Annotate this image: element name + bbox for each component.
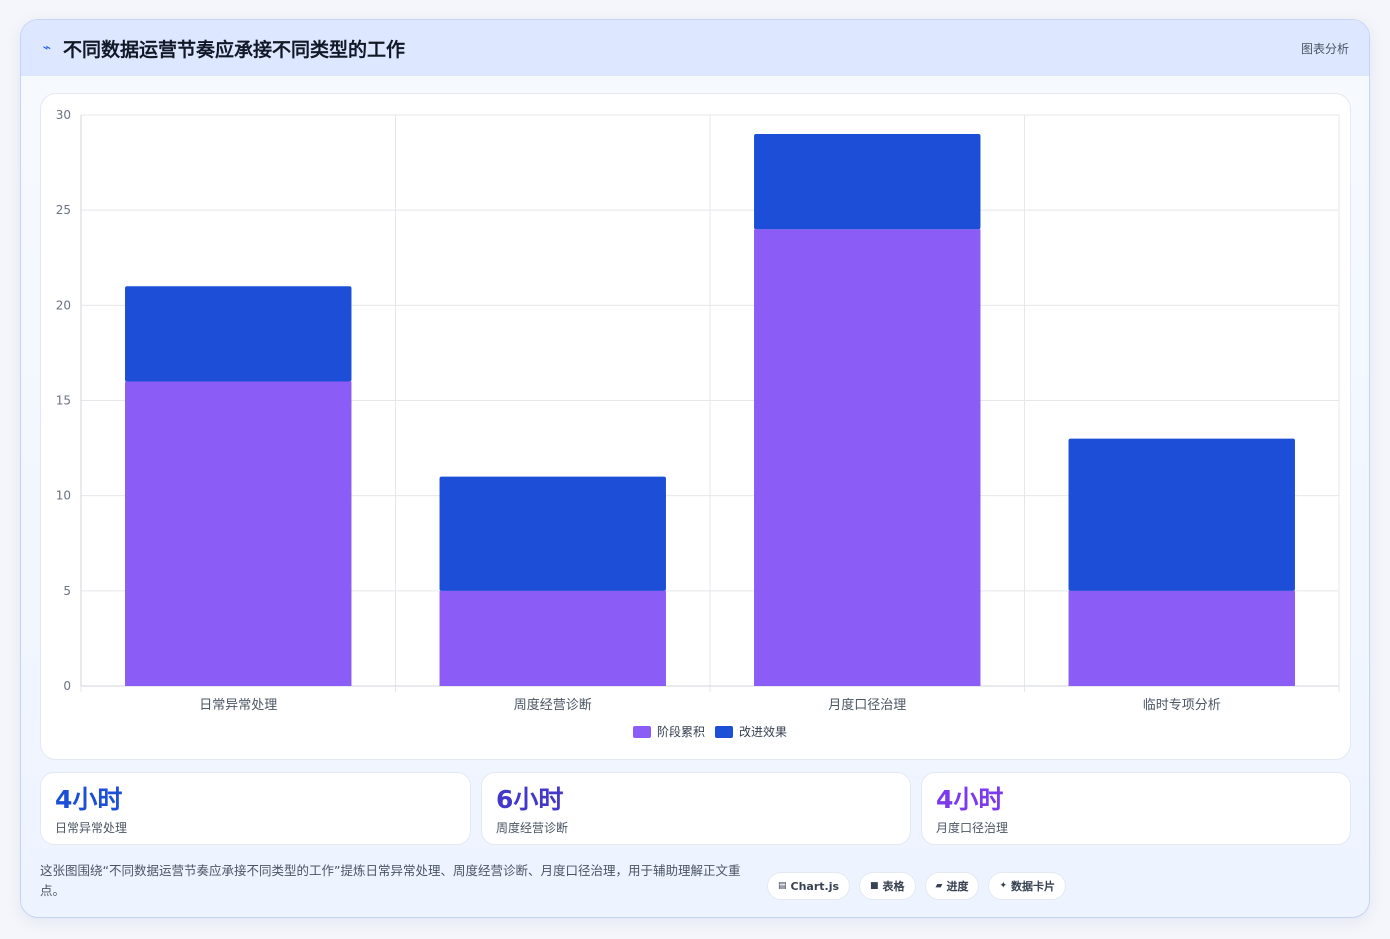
sparkle-icon: ✦ [999, 881, 1008, 891]
legend-label: 阶段累积 [657, 724, 705, 739]
legend-swatch [715, 726, 733, 738]
chart-icon: ▤ [778, 881, 787, 891]
chip-label: 进度 [946, 880, 969, 893]
chip-label: 数据卡片 [1011, 880, 1056, 893]
x-tick-label: 临时专项分析 [1143, 698, 1221, 713]
stat-label: 月度口径治理 [936, 821, 1009, 835]
chart-card: ⌁ 不同数据运营节奏应承接不同类型的工作 图表分析 0 5 10 15 20 25 30 日常… [20, 19, 1370, 918]
bar-segment [754, 229, 981, 686]
stat-value: 4小时 [55, 785, 123, 814]
chart-analysis-tag: 图表分析 [1300, 42, 1349, 56]
progress-icon: ▰ [935, 881, 943, 891]
stat-card: 4小时 月度口径治理 [921, 772, 1351, 845]
y-tick-label: 25 [56, 203, 71, 217]
y-tick-label: 20 [56, 298, 71, 312]
card-title: 不同数据运营节奏应承接不同类型的工作 [63, 38, 406, 61]
bar-segment [125, 381, 352, 686]
stat-value: 4小时 [936, 785, 1004, 814]
y-tick-label: 30 [56, 108, 71, 122]
y-tick-label: 5 [63, 584, 71, 598]
bar-segment [754, 134, 981, 230]
chart-panel: 0 5 10 15 20 25 30 日常异常处理 周度经营诊断 月度口径治理 临时专项分析阶段累积… [40, 93, 1351, 760]
stacked-bar-chart: 0 5 10 15 20 25 30 日常异常处理 周度经营诊断 月度口径治理 临时专项分析阶段累积… [56, 108, 1340, 739]
tech-chips: ▤ Chart.js ■ 表格 ▰ 进度 ✦ 数据卡片 [767, 872, 1067, 900]
y-tick-label: 10 [56, 489, 71, 503]
stat-card: 6小时 周度经营诊断 [481, 772, 911, 845]
table-icon: ■ [870, 881, 879, 891]
legend-swatch [633, 726, 651, 738]
stat-card: 4小时 日常异常处理 [40, 772, 471, 845]
x-tick-label: 月度口径治理 [828, 697, 906, 713]
pulse-icon: ⌁ [42, 40, 52, 56]
legend-label: 改进效果 [739, 724, 787, 739]
chip-table[interactable]: ■ 表格 [859, 872, 916, 900]
chip-label: Chart.js [790, 879, 840, 893]
bar-segment [1068, 438, 1295, 591]
bar-segment [439, 590, 666, 686]
chip-progress[interactable]: ▰ 进度 [924, 872, 980, 900]
stat-label: 周度经营诊断 [496, 821, 569, 835]
card-header: ⌁ 不同数据运营节奏应承接不同类型的工作 图表分析 [21, 20, 1369, 76]
stat-label: 日常异常处理 [55, 821, 128, 835]
stat-value: 6小时 [496, 785, 564, 814]
y-tick-label: 0 [63, 679, 71, 693]
bar-segment [439, 476, 666, 591]
chip-data-card[interactable]: ✦ 数据卡片 [988, 872, 1067, 900]
chip-label: 表格 [882, 880, 905, 893]
x-tick-label: 周度经营诊断 [514, 697, 592, 713]
stats-row: 4小时 日常异常处理 6小时 周度经营诊断 4小时 月度口径治理 [40, 772, 1351, 845]
chart-description: 这张图围绕“不同数据运营节奏应承接不同类型的工作”提炼日常异常处理、周度经营诊断… [40, 863, 741, 898]
bar-segment [125, 286, 352, 382]
bar-segment [1068, 590, 1295, 686]
chip-chartjs[interactable]: ▤ Chart.js [767, 872, 851, 900]
x-tick-label: 日常异常处理 [199, 698, 277, 713]
y-tick-label: 15 [56, 394, 71, 408]
